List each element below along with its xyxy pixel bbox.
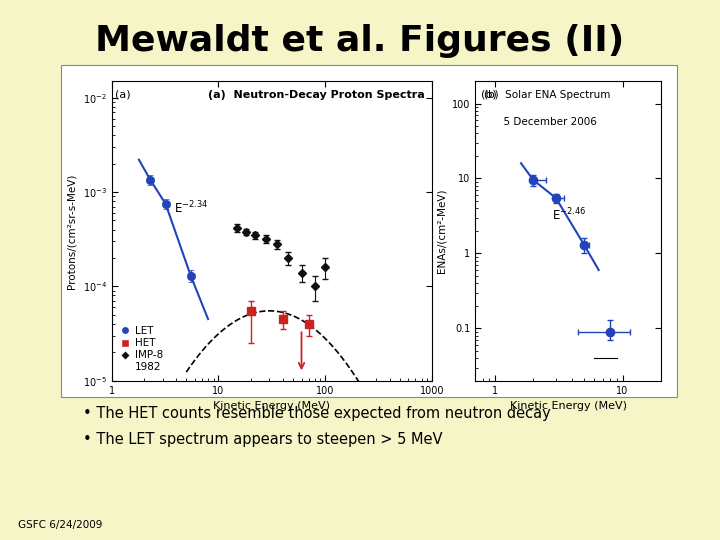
- Text: (a): (a): [114, 90, 130, 100]
- Y-axis label: Protons/(cm²sr-s-MeV): Protons/(cm²sr-s-MeV): [67, 173, 77, 288]
- X-axis label: Kinetic Energy (MeV): Kinetic Energy (MeV): [510, 401, 626, 411]
- Text: • The HET counts resemble those expected from neutron decay: • The HET counts resemble those expected…: [83, 406, 551, 421]
- Text: 5 December 2006: 5 December 2006: [485, 117, 598, 127]
- Text: E$^{-2.34}$: E$^{-2.34}$: [174, 199, 208, 216]
- Text: • The LET spectrum appears to steepen > 5 MeV: • The LET spectrum appears to steepen > …: [83, 432, 442, 447]
- Text: E$^{-2.46}$: E$^{-2.46}$: [552, 206, 586, 223]
- Text: (b): (b): [481, 90, 497, 100]
- X-axis label: Kinetic Energy (MeV): Kinetic Energy (MeV): [213, 401, 330, 411]
- Y-axis label: ENAs/(cm²-MeV): ENAs/(cm²-MeV): [436, 188, 446, 273]
- Text: (a)  Neutron-Decay Proton Spectra: (a) Neutron-Decay Proton Spectra: [207, 90, 425, 100]
- Text: GSFC 6/24/2009: GSFC 6/24/2009: [18, 520, 102, 530]
- Legend: LET, HET, IMP-8, 1982: LET, HET, IMP-8, 1982: [117, 323, 166, 375]
- Text: Mewaldt et al. Figures (II): Mewaldt et al. Figures (II): [95, 24, 625, 58]
- Text: (b)  Solar ENA Spectrum: (b) Solar ENA Spectrum: [485, 90, 611, 100]
